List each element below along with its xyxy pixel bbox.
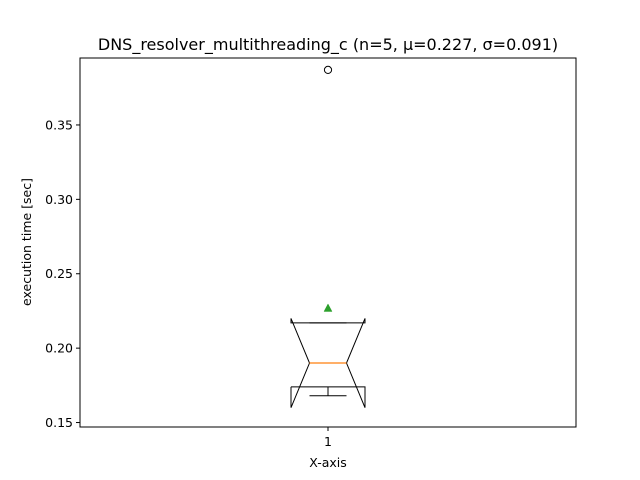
y-tick-label: 0.15: [45, 415, 73, 430]
outlier-point: [323, 65, 333, 75]
mean-marker: [323, 303, 333, 312]
chart-title: DNS_resolver_multithreading_c (n=5, μ=0.…: [98, 35, 558, 55]
x-axis-label: X-axis: [309, 455, 347, 470]
x-axis: 1: [324, 427, 332, 449]
y-tick-label: 0.30: [45, 192, 73, 207]
y-tick-label: 0.35: [45, 117, 73, 132]
boxplot: [290, 65, 366, 408]
y-tick-label: 0.25: [45, 266, 73, 281]
notched-box: [290, 318, 366, 408]
y-axis-label: execution time [sec]: [19, 178, 34, 306]
y-tick-label: 0.20: [45, 341, 73, 356]
x-tick-label: 1: [324, 434, 332, 449]
y-axis: 0.15 0.20 0.25 0.30 0.35: [45, 117, 80, 430]
